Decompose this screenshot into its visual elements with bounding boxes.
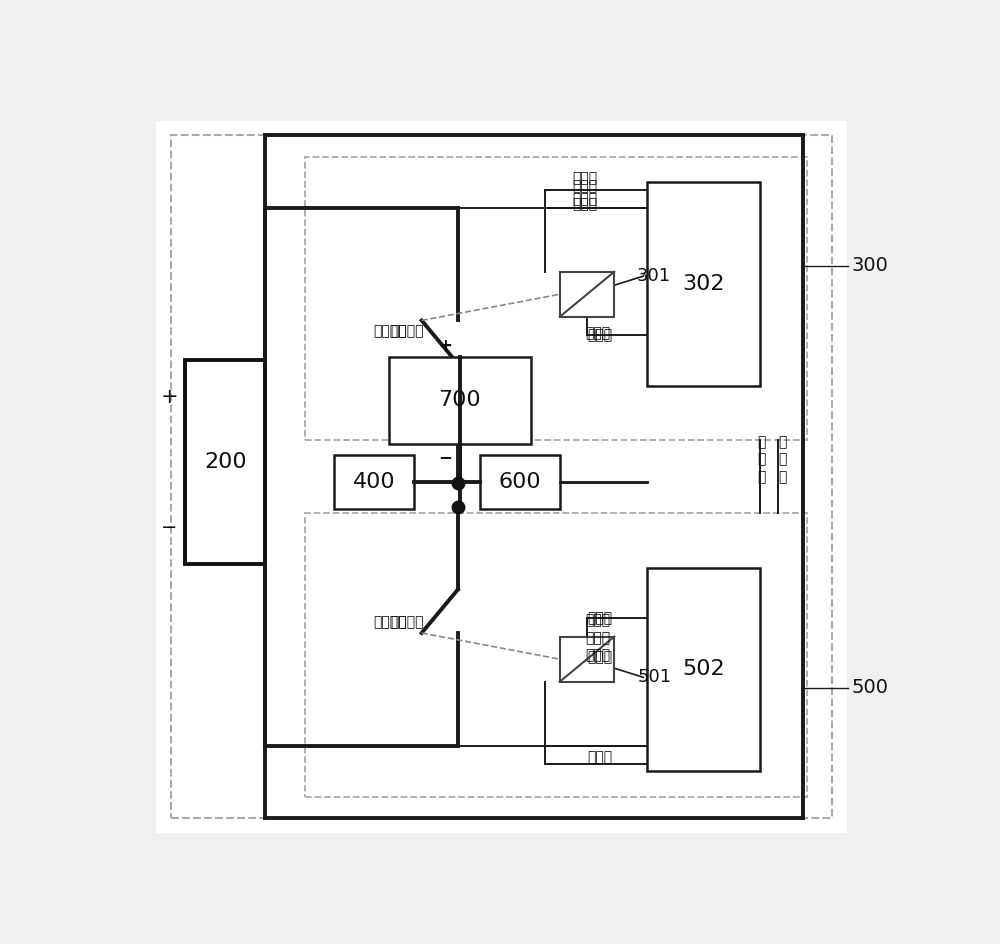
Text: 反馈线: 反馈线 (587, 750, 612, 765)
Bar (334, 455, 414, 510)
Text: 通: 通 (758, 435, 766, 448)
Text: 400: 400 (353, 472, 396, 492)
Bar (560, 636, 614, 682)
Bar (305, 514, 807, 797)
Text: 控制线: 控制线 (586, 632, 611, 645)
Text: +: + (161, 387, 178, 407)
Bar (647, 182, 760, 386)
Bar (185, 361, 265, 564)
Text: 301: 301 (637, 267, 671, 285)
Text: 粘连检测: 粘连检测 (374, 325, 407, 338)
Text: 200: 200 (204, 452, 247, 472)
Text: 讯: 讯 (758, 452, 766, 466)
Text: 线: 线 (758, 470, 766, 483)
Bar (305, 157, 807, 440)
Text: 控制线: 控制线 (573, 197, 598, 211)
Bar (480, 455, 560, 510)
Text: 控制线: 控制线 (587, 612, 612, 626)
Text: 粘连检测: 粘连检测 (374, 615, 407, 629)
Bar (389, 357, 531, 444)
Text: 反馈线: 反馈线 (586, 649, 611, 663)
Text: 300: 300 (852, 257, 889, 276)
Text: 粘连检测: 粘连检测 (390, 325, 424, 338)
Text: 501: 501 (637, 668, 671, 686)
Text: 控制线: 控制线 (586, 614, 611, 628)
Text: 反馈线: 反馈线 (573, 179, 598, 193)
Text: 700: 700 (438, 391, 481, 411)
Text: 控制线: 控制线 (586, 326, 611, 340)
Text: 500: 500 (852, 678, 889, 697)
Text: 502: 502 (682, 659, 725, 680)
Text: 控制线: 控制线 (587, 650, 612, 664)
Text: +: + (438, 337, 452, 355)
Text: 线: 线 (778, 470, 786, 483)
Text: −: − (161, 518, 178, 537)
Text: 控制线: 控制线 (573, 192, 598, 206)
Bar (647, 567, 760, 771)
Text: 600: 600 (498, 472, 541, 492)
Text: 302: 302 (682, 274, 725, 295)
Text: 粘连检测: 粘连检测 (390, 615, 424, 629)
Text: 通: 通 (778, 435, 786, 448)
Text: 控制线: 控制线 (587, 328, 612, 342)
Text: 讯: 讯 (778, 452, 786, 466)
Text: −: − (438, 448, 452, 466)
Bar (560, 272, 614, 317)
Text: 反馈线: 反馈线 (573, 172, 598, 186)
